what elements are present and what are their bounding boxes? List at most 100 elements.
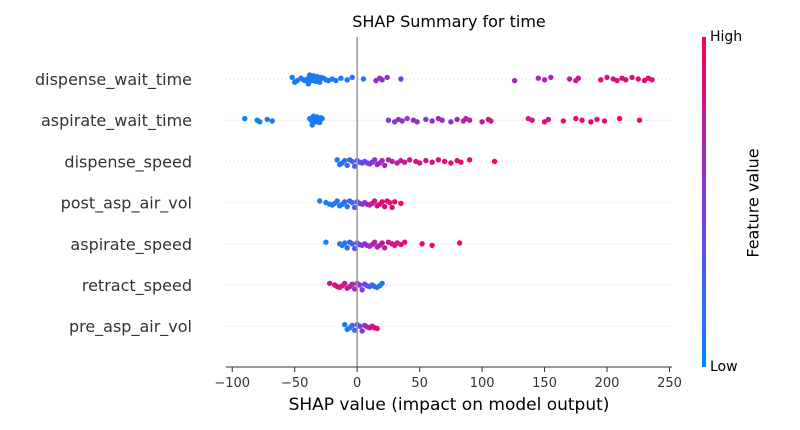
data-point bbox=[387, 200, 392, 205]
data-point bbox=[492, 159, 497, 164]
data-point bbox=[379, 158, 384, 163]
data-point bbox=[467, 118, 472, 123]
data-point bbox=[317, 198, 322, 203]
data-point bbox=[567, 76, 572, 81]
data-point bbox=[649, 77, 654, 82]
data-point bbox=[512, 78, 517, 83]
data-point bbox=[636, 76, 641, 81]
data-point bbox=[402, 160, 407, 165]
data-point bbox=[542, 77, 547, 82]
data-point bbox=[342, 199, 347, 204]
data-point bbox=[344, 245, 349, 250]
x-tick-label: 150 bbox=[532, 376, 557, 391]
data-point bbox=[344, 163, 349, 168]
data-point bbox=[629, 75, 634, 80]
feature-label: dispense_speed bbox=[64, 152, 192, 172]
data-point bbox=[338, 76, 343, 81]
data-point bbox=[594, 117, 599, 122]
data-point bbox=[389, 205, 394, 210]
data-point bbox=[529, 118, 534, 123]
data-point bbox=[561, 118, 566, 123]
data-point bbox=[429, 160, 434, 165]
data-point bbox=[334, 198, 339, 203]
data-point bbox=[342, 240, 347, 245]
data-point bbox=[349, 241, 354, 246]
data-point bbox=[372, 157, 377, 162]
data-point bbox=[467, 157, 472, 162]
data-point bbox=[598, 77, 603, 82]
data-point bbox=[536, 76, 541, 81]
data-point bbox=[319, 116, 324, 121]
data-point bbox=[386, 118, 391, 123]
x-tick-label: 250 bbox=[657, 376, 682, 391]
data-point bbox=[374, 326, 379, 331]
data-point bbox=[454, 117, 459, 122]
data-point bbox=[617, 116, 622, 121]
data-point bbox=[614, 78, 619, 83]
data-point bbox=[372, 198, 377, 203]
data-point bbox=[439, 118, 444, 123]
chart-title: SHAP Summary for time bbox=[226, 12, 672, 31]
data-point bbox=[290, 75, 295, 80]
data-point bbox=[359, 287, 364, 292]
data-point bbox=[479, 119, 484, 124]
data-point bbox=[419, 241, 424, 246]
data-point bbox=[576, 76, 581, 81]
data-point bbox=[317, 80, 322, 85]
data-point bbox=[573, 116, 578, 121]
data-point bbox=[384, 75, 389, 80]
data-point bbox=[242, 116, 247, 121]
data-point bbox=[402, 240, 407, 245]
data-point bbox=[382, 204, 387, 209]
x-tick-label: 50 bbox=[411, 376, 428, 391]
data-point bbox=[604, 75, 609, 80]
x-tick-label: −100 bbox=[214, 376, 250, 391]
feature-label: post_asp_air_vol bbox=[61, 194, 192, 214]
data-point bbox=[333, 78, 338, 83]
data-point bbox=[349, 323, 354, 328]
data-point bbox=[398, 76, 403, 81]
data-point bbox=[546, 117, 551, 122]
data-point bbox=[389, 159, 394, 164]
data-point bbox=[407, 157, 412, 162]
feature-label: dispense_wait_time bbox=[35, 70, 192, 90]
feature-label: aspirate_wait_time bbox=[41, 111, 192, 131]
x-tick-label: −50 bbox=[281, 376, 308, 391]
data-point bbox=[379, 240, 384, 245]
data-point bbox=[448, 119, 453, 124]
data-point bbox=[379, 199, 384, 204]
data-point bbox=[404, 116, 409, 121]
data-point bbox=[623, 77, 628, 82]
data-point bbox=[637, 118, 642, 123]
feature-label: pre_asp_air_vol bbox=[69, 317, 192, 337]
data-point bbox=[382, 163, 387, 168]
data-point bbox=[342, 158, 347, 163]
colorbar-low-label: Low bbox=[710, 359, 738, 375]
data-point bbox=[361, 76, 366, 81]
data-point bbox=[327, 281, 332, 286]
data-point bbox=[398, 201, 403, 206]
data-point bbox=[423, 158, 428, 163]
data-point bbox=[442, 159, 447, 164]
data-point bbox=[548, 75, 553, 80]
data-point bbox=[257, 119, 262, 124]
data-point bbox=[344, 204, 349, 209]
data-point bbox=[429, 118, 434, 123]
x-axis-label: SHAP value (impact on model output) bbox=[226, 395, 672, 415]
data-point bbox=[579, 118, 584, 123]
data-point bbox=[429, 243, 434, 248]
data-point bbox=[417, 160, 422, 165]
data-point bbox=[379, 77, 384, 82]
data-point bbox=[399, 118, 404, 123]
data-point bbox=[342, 322, 347, 327]
data-point bbox=[349, 200, 354, 205]
data-point bbox=[414, 119, 419, 124]
data-point bbox=[349, 282, 354, 287]
data-point bbox=[349, 159, 354, 164]
data-point bbox=[359, 328, 364, 333]
data-point bbox=[344, 77, 349, 82]
data-point bbox=[349, 75, 354, 80]
data-point bbox=[334, 157, 339, 162]
x-tick-label: 0 bbox=[353, 376, 361, 391]
